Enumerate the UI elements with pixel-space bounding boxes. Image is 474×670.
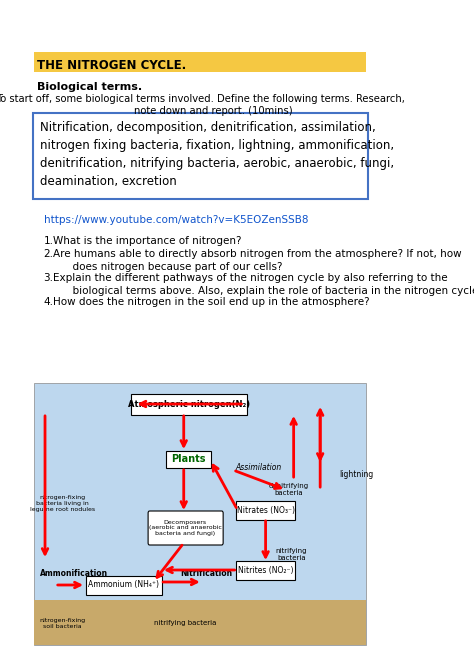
Text: To start off, some biological terms involved. Define the following terms. Resear: To start off, some biological terms invo… — [0, 94, 405, 116]
FancyBboxPatch shape — [148, 511, 223, 545]
Text: Assimilation: Assimilation — [235, 462, 282, 472]
FancyBboxPatch shape — [131, 394, 246, 415]
Text: What is the importance of nitrogen?: What is the importance of nitrogen? — [53, 236, 241, 246]
FancyBboxPatch shape — [236, 561, 295, 580]
FancyBboxPatch shape — [236, 501, 295, 520]
Text: 4.: 4. — [44, 297, 54, 307]
Text: Nitrates (NO₃⁻): Nitrates (NO₃⁻) — [237, 505, 295, 515]
Text: Atmospheric nitrogen(N₂): Atmospheric nitrogen(N₂) — [128, 399, 250, 409]
Text: Ammonification: Ammonification — [40, 569, 108, 578]
Text: Nitrification, decomposition, denitrification, assimilation,
nitrogen fixing bac: Nitrification, decomposition, denitrific… — [40, 121, 394, 188]
Text: 3.: 3. — [44, 273, 54, 283]
Text: THE NITROGEN CYCLE.: THE NITROGEN CYCLE. — [37, 58, 187, 72]
Text: https://www.youtube.com/watch?v=K5EOZenSSB8: https://www.youtube.com/watch?v=K5EOZenS… — [44, 215, 308, 225]
Text: Ammonium (NH₄⁺): Ammonium (NH₄⁺) — [88, 580, 159, 590]
Text: Nitrites (NO₂⁻): Nitrites (NO₂⁻) — [238, 565, 293, 574]
Text: nitrogen-fixing
soil bacteria: nitrogen-fixing soil bacteria — [39, 618, 85, 629]
Text: lightning: lightning — [339, 470, 374, 479]
Text: Explain the different pathways of the nitrogen cycle by also referring to the
  : Explain the different pathways of the ni… — [53, 273, 474, 296]
Text: Nitrification: Nitrification — [181, 569, 233, 578]
FancyBboxPatch shape — [33, 113, 368, 199]
Text: Plants: Plants — [171, 454, 206, 464]
FancyBboxPatch shape — [165, 451, 211, 468]
Text: nitrifying
bacteria: nitrifying bacteria — [275, 548, 307, 561]
Text: denitrifying
bacteria: denitrifying bacteria — [268, 483, 309, 496]
Text: Decomposers
(aerobic and anaerobic
bacteria and fungi): Decomposers (aerobic and anaerobic bacte… — [149, 520, 222, 536]
FancyBboxPatch shape — [35, 52, 366, 72]
FancyBboxPatch shape — [86, 576, 162, 595]
FancyBboxPatch shape — [35, 600, 366, 645]
Text: How does the nitrogen in the soil end up in the atmosphere?: How does the nitrogen in the soil end up… — [53, 297, 369, 307]
Text: 2.: 2. — [44, 249, 54, 259]
FancyBboxPatch shape — [35, 383, 366, 645]
Text: nitrogen-fixing
bacteria living in
legume root nodules: nitrogen-fixing bacteria living in legum… — [30, 495, 95, 512]
Text: 1.: 1. — [44, 236, 54, 246]
Text: Biological terms.: Biological terms. — [37, 82, 143, 92]
Text: nitrifying bacteria: nitrifying bacteria — [154, 620, 217, 626]
Text: Are humans able to directly absorb nitrogen from the atmosphere? If not, how
   : Are humans able to directly absorb nitro… — [53, 249, 461, 272]
